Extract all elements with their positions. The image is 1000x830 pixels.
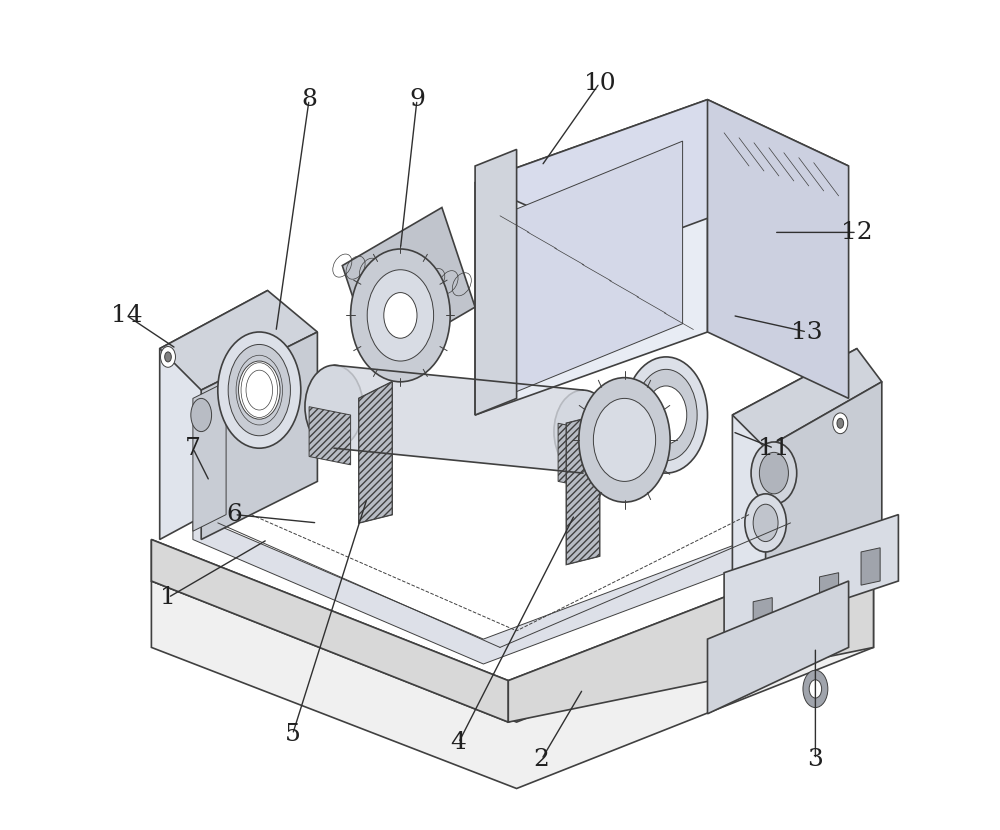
Polygon shape xyxy=(724,515,898,639)
Ellipse shape xyxy=(161,347,175,367)
Polygon shape xyxy=(359,382,392,523)
Ellipse shape xyxy=(809,680,822,698)
Text: 11: 11 xyxy=(758,437,790,460)
Polygon shape xyxy=(861,548,880,585)
Ellipse shape xyxy=(745,494,786,552)
Polygon shape xyxy=(558,423,600,490)
Ellipse shape xyxy=(218,332,301,448)
Polygon shape xyxy=(753,598,772,635)
Ellipse shape xyxy=(351,249,450,382)
Text: 10: 10 xyxy=(584,71,615,95)
Polygon shape xyxy=(500,141,683,398)
Ellipse shape xyxy=(803,671,828,707)
Text: 6: 6 xyxy=(226,503,242,526)
Ellipse shape xyxy=(635,369,697,461)
Ellipse shape xyxy=(624,357,708,473)
Ellipse shape xyxy=(759,452,788,494)
Text: 1: 1 xyxy=(160,586,176,609)
Text: 7: 7 xyxy=(185,437,201,460)
Ellipse shape xyxy=(165,352,171,362)
Polygon shape xyxy=(475,100,849,249)
Text: 12: 12 xyxy=(841,221,873,244)
Polygon shape xyxy=(151,540,508,722)
Polygon shape xyxy=(475,149,517,415)
Ellipse shape xyxy=(384,292,417,339)
Text: 5: 5 xyxy=(285,723,300,746)
Text: 2: 2 xyxy=(534,748,549,771)
Polygon shape xyxy=(160,290,317,390)
Ellipse shape xyxy=(833,413,848,433)
Ellipse shape xyxy=(228,344,290,436)
Polygon shape xyxy=(193,382,226,531)
Ellipse shape xyxy=(579,378,670,502)
Polygon shape xyxy=(732,349,857,581)
Polygon shape xyxy=(566,415,600,564)
Polygon shape xyxy=(508,540,874,722)
Ellipse shape xyxy=(554,390,612,473)
Polygon shape xyxy=(820,573,839,610)
Polygon shape xyxy=(766,382,882,614)
Text: 9: 9 xyxy=(409,88,425,111)
Polygon shape xyxy=(732,349,882,448)
Polygon shape xyxy=(193,515,815,664)
Ellipse shape xyxy=(305,365,363,448)
Polygon shape xyxy=(309,407,351,465)
Polygon shape xyxy=(160,290,268,540)
Ellipse shape xyxy=(753,504,778,542)
Ellipse shape xyxy=(191,398,212,432)
Text: 13: 13 xyxy=(791,320,823,344)
Polygon shape xyxy=(342,208,475,365)
Text: 4: 4 xyxy=(451,731,466,754)
Polygon shape xyxy=(151,581,874,788)
Polygon shape xyxy=(566,415,600,564)
Text: 8: 8 xyxy=(301,88,317,111)
Polygon shape xyxy=(475,100,708,415)
Ellipse shape xyxy=(593,398,656,481)
Polygon shape xyxy=(359,382,392,523)
Ellipse shape xyxy=(751,442,797,504)
Polygon shape xyxy=(708,100,849,398)
Text: 3: 3 xyxy=(807,748,823,771)
Text: 14: 14 xyxy=(111,304,142,327)
Polygon shape xyxy=(334,365,583,473)
Ellipse shape xyxy=(645,386,687,444)
Ellipse shape xyxy=(837,418,844,428)
Ellipse shape xyxy=(239,361,280,419)
Polygon shape xyxy=(708,581,849,714)
Polygon shape xyxy=(151,540,874,722)
Polygon shape xyxy=(201,332,317,540)
Ellipse shape xyxy=(367,270,434,361)
